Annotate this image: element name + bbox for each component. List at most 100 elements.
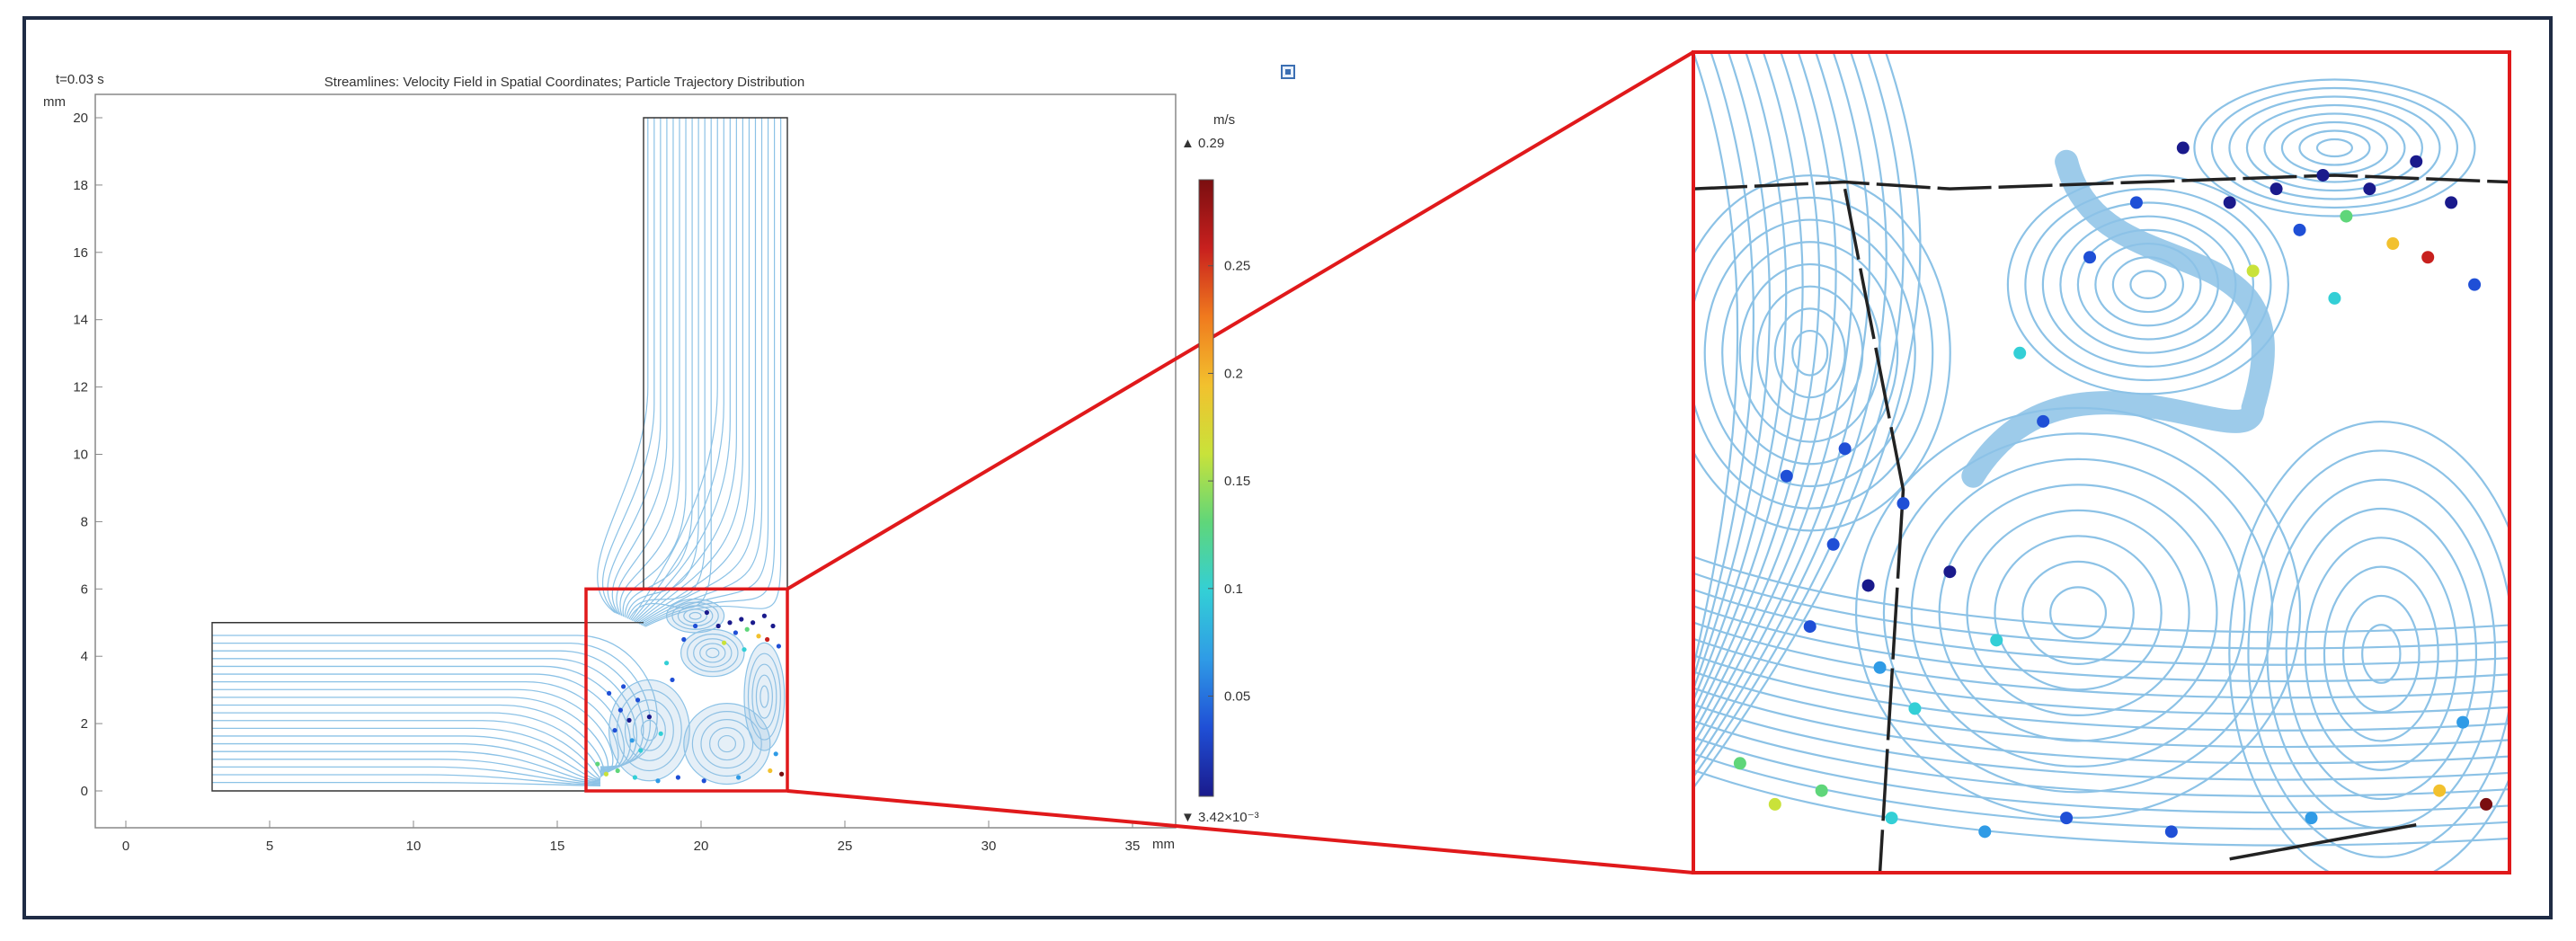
vortex-loop [640, 719, 658, 741]
zoom-particle [2305, 812, 2318, 825]
streamline [607, 118, 662, 615]
streamline [601, 118, 655, 614]
zoom-vortex-loop [1693, 174, 1951, 532]
colorbar-tick-label: 0.15 [1224, 474, 1250, 489]
streamline [212, 742, 601, 782]
zoom-vortex-loop [2021, 560, 2135, 665]
particle [615, 768, 620, 774]
zoom-vortex-loop [1882, 432, 2274, 794]
zoom-streamline [1693, 52, 1821, 724]
zoom-particle [2164, 825, 2178, 839]
zoom-streamline [1693, 654, 2509, 732]
colorbar-gradient [1198, 179, 1214, 797]
zoom-vortex-loop [2298, 129, 2371, 166]
colorbar: m/s ▲ 0.29 ▼ 3.42×10⁻³ 0.05 0.1 0.15 0.2 0.2… [1181, 112, 1259, 825]
zoom-streamline [1693, 52, 1788, 701]
colorbar-tick-label: 0.05 [1224, 688, 1250, 704]
particle [736, 775, 742, 780]
zoom-streamline [1693, 52, 1739, 668]
snapshot-icon[interactable] [1281, 65, 1295, 79]
vortex-loop [717, 734, 737, 753]
zoom-vortex-loop [2245, 103, 2424, 192]
streamline [622, 118, 687, 617]
zoom-particle [1943, 565, 1957, 579]
streamline [212, 759, 601, 784]
streamline [634, 118, 737, 623]
zoom-vortex-loop [2361, 624, 2402, 684]
zoom-streamline [1693, 52, 1854, 745]
zoom-streamline [1693, 52, 1871, 756]
streamline [212, 720, 601, 779]
colorbar-tick-label: 0.2 [1224, 366, 1243, 381]
zoom-particle [2456, 715, 2470, 729]
particle [739, 617, 744, 622]
streamline [619, 118, 680, 617]
zoom-particle [2246, 264, 2260, 278]
zoom-particle [2060, 812, 2074, 825]
zoom-vortex-loop [1966, 509, 2190, 716]
zoom-particle [1990, 634, 2003, 647]
y-tick-label: 10 [73, 448, 88, 463]
zoom-particle [1873, 661, 1887, 674]
zoom-particle [1733, 757, 1746, 770]
streamline [597, 118, 649, 613]
x-tick-label: 20 [694, 839, 709, 854]
streamline [644, 118, 782, 627]
particle [727, 620, 733, 626]
zoom-streamline [1693, 687, 2509, 765]
vortex-loop [608, 679, 690, 782]
zoom-streamline [1693, 555, 2509, 634]
vortex-loop [706, 647, 720, 659]
streamline [624, 118, 693, 617]
streamline [626, 118, 706, 619]
zoom-particle [2328, 291, 2341, 305]
vortex-loop [691, 711, 762, 777]
particle [632, 775, 638, 780]
zoom-vortex-loop [2247, 449, 2509, 858]
zoom-streamline [1693, 637, 2509, 715]
streamline [212, 774, 601, 786]
y-tick-label: 18 [73, 178, 88, 193]
zoom-particle [1768, 797, 1781, 811]
zoom-particle [1838, 442, 1852, 456]
streamline [212, 781, 601, 787]
streamlines [212, 118, 786, 787]
vortex-loop [700, 719, 754, 769]
vortex-loop [755, 674, 773, 719]
particle [701, 778, 706, 784]
y-tick-label: 8 [81, 514, 88, 529]
zoom-streamline [1693, 768, 2509, 847]
zoom-vortex-loop [2304, 537, 2458, 771]
zoom-particle [2340, 209, 2353, 223]
zoom-vortex-loop [2193, 78, 2476, 217]
particle [756, 634, 761, 639]
zoom-streamline [1693, 670, 2509, 749]
vortex-loop [747, 652, 781, 741]
x-axis: 0 5 10 15 20 25 30 35 [122, 821, 1140, 854]
vortex-loop [693, 638, 733, 668]
zoom-vortex-loop [2228, 95, 2441, 200]
zoom-streamline [1693, 703, 2509, 781]
zoom-streamline [1693, 52, 1804, 712]
zoom-particle [2445, 196, 2458, 209]
zoom-streamline [1693, 52, 1837, 734]
zoom-vortex-loop [1791, 329, 1829, 377]
vortex-loop [687, 633, 739, 673]
zoom-streamline [1693, 52, 1888, 767]
particle [664, 661, 670, 666]
particle [742, 647, 747, 652]
zoom-vortex-loop [2228, 421, 2509, 873]
zoom-panel-border [1692, 50, 2511, 874]
zoom-connector-top [786, 50, 1695, 591]
zoom-streamline [1693, 52, 1922, 789]
zoom-particle [2083, 251, 2097, 264]
y-tick-label: 12 [73, 380, 88, 395]
vortex-loop [743, 642, 786, 751]
x-tick-label: 5 [266, 839, 273, 854]
y-tick-label: 2 [81, 716, 88, 732]
chart-title: Streamlines: Velocity Field in Spatial C… [324, 75, 804, 90]
vortex-loop [708, 726, 745, 761]
streamline [631, 118, 724, 621]
particle [646, 715, 653, 720]
zoom-vortex-loop [2263, 112, 2406, 183]
